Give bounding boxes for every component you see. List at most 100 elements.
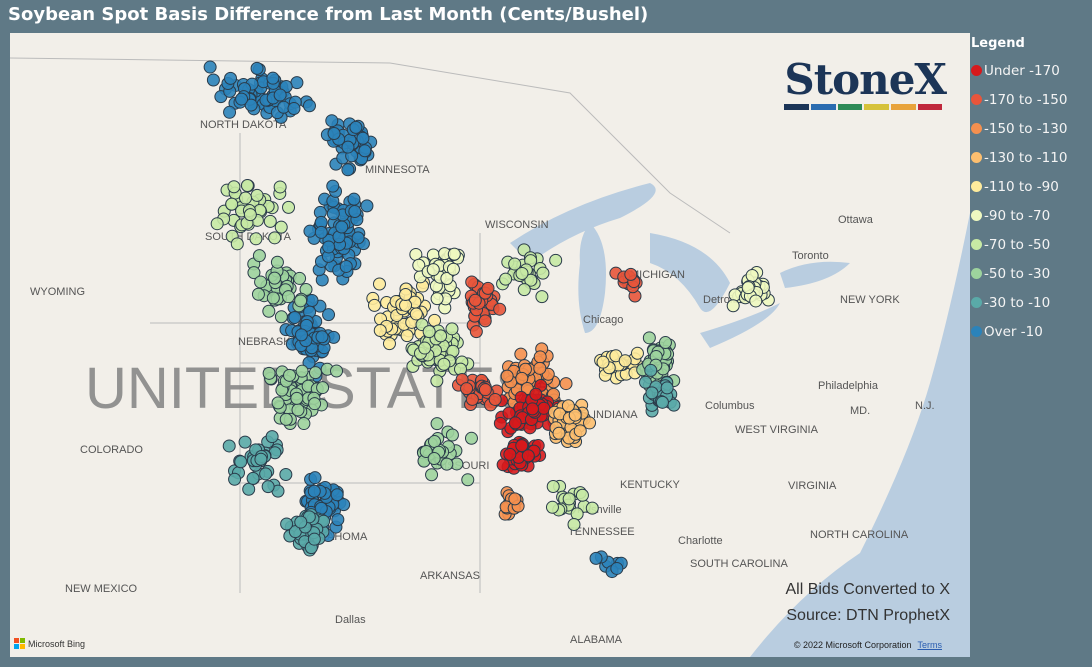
bid-location-point[interactable]	[294, 294, 308, 308]
bid-location-point[interactable]	[596, 355, 610, 369]
bid-location-point[interactable]	[322, 308, 336, 322]
bid-location-point[interactable]	[283, 368, 297, 382]
bid-location-point[interactable]	[230, 237, 244, 251]
bid-location-point[interactable]	[493, 302, 507, 316]
bid-location-point[interactable]	[549, 253, 563, 267]
bid-location-point[interactable]	[536, 266, 550, 280]
bid-location-point[interactable]	[250, 61, 264, 75]
bid-location-point[interactable]	[496, 458, 510, 472]
bid-location-point[interactable]	[655, 395, 669, 409]
bid-location-point[interactable]	[315, 330, 329, 344]
bid-location-point[interactable]	[412, 258, 426, 272]
bid-location-point[interactable]	[243, 208, 257, 222]
bid-location-point[interactable]	[244, 98, 258, 112]
bid-location-point[interactable]	[481, 281, 495, 295]
bid-location-point[interactable]	[291, 403, 305, 417]
bid-location-point[interactable]	[440, 271, 454, 285]
bid-location-point[interactable]	[372, 277, 386, 291]
bid-location-point[interactable]	[281, 290, 295, 304]
bid-location-point[interactable]	[326, 179, 340, 193]
legend-item[interactable]: -50 to -30	[971, 259, 1067, 288]
bid-location-point[interactable]	[573, 424, 587, 438]
bid-location-point[interactable]	[351, 231, 365, 245]
bid-location-point[interactable]	[327, 127, 341, 141]
bid-location-point[interactable]	[303, 224, 317, 238]
bid-location-point[interactable]	[222, 439, 236, 453]
bid-location-point[interactable]	[373, 323, 387, 337]
bid-location-point[interactable]	[210, 217, 224, 231]
bid-location-point[interactable]	[268, 271, 282, 285]
bid-location-point[interactable]	[508, 492, 522, 506]
bid-location-point[interactable]	[238, 435, 252, 449]
bid-location-point[interactable]	[235, 92, 249, 106]
bid-location-point[interactable]	[341, 163, 355, 177]
bid-location-point[interactable]	[545, 500, 559, 514]
bid-location-point[interactable]	[645, 386, 659, 400]
bid-location-point[interactable]	[546, 480, 560, 494]
bid-location-point[interactable]	[225, 197, 239, 211]
bid-location-point[interactable]	[246, 471, 260, 485]
bid-location-point[interactable]	[521, 449, 535, 463]
bid-location-point[interactable]	[465, 275, 479, 289]
legend-item[interactable]: Over -10	[971, 317, 1067, 346]
bid-location-point[interactable]	[316, 381, 330, 395]
bid-location-point[interactable]	[360, 199, 374, 213]
bid-location-point[interactable]	[515, 371, 529, 385]
bid-location-point[interactable]	[461, 473, 475, 487]
bid-location-point[interactable]	[348, 205, 362, 219]
bid-location-point[interactable]	[271, 396, 285, 410]
bid-location-point[interactable]	[274, 220, 288, 234]
bid-location-point[interactable]	[460, 382, 474, 396]
data-points[interactable]	[203, 60, 775, 579]
bid-location-point[interactable]	[618, 354, 632, 368]
legend-item[interactable]: -70 to -50	[971, 230, 1067, 259]
bid-location-point[interactable]	[279, 412, 293, 426]
bid-location-point[interactable]	[206, 73, 220, 87]
bid-location-point[interactable]	[561, 399, 575, 413]
bid-location-point[interactable]	[427, 451, 441, 465]
bid-location-point[interactable]	[559, 377, 573, 391]
bid-location-point[interactable]	[514, 347, 528, 361]
legend-item[interactable]: -130 to -110	[971, 143, 1067, 172]
bid-location-point[interactable]	[251, 287, 265, 301]
bid-location-point[interactable]	[562, 492, 576, 506]
bid-location-point[interactable]	[263, 214, 277, 228]
bid-location-point[interactable]	[261, 480, 275, 494]
bid-location-point[interactable]	[589, 551, 603, 565]
bid-location-point[interactable]	[465, 392, 479, 406]
bid-location-point[interactable]	[430, 374, 444, 388]
bid-location-point[interactable]	[242, 482, 256, 496]
bid-location-point[interactable]	[335, 220, 349, 234]
bid-location-point[interactable]	[517, 283, 531, 297]
bid-location-point[interactable]	[325, 114, 339, 128]
bid-location-point[interactable]	[445, 322, 459, 336]
bid-location-point[interactable]	[399, 298, 413, 312]
bid-location-point[interactable]	[658, 336, 672, 350]
bid-location-point[interactable]	[503, 447, 517, 461]
bid-location-point[interactable]	[409, 307, 423, 321]
bid-location-point[interactable]	[399, 287, 413, 301]
bid-location-point[interactable]	[266, 71, 280, 85]
bid-location-point[interactable]	[568, 408, 582, 422]
bid-location-point[interactable]	[307, 484, 321, 498]
bid-location-point[interactable]	[468, 293, 482, 307]
bid-location-point[interactable]	[294, 328, 308, 342]
bid-location-point[interactable]	[341, 140, 355, 154]
bid-location-point[interactable]	[644, 363, 658, 377]
bid-location-point[interactable]	[290, 76, 304, 90]
bid-location-point[interactable]	[575, 488, 589, 502]
bid-location-point[interactable]	[294, 515, 308, 529]
bid-location-point[interactable]	[268, 231, 282, 245]
bid-location-point[interactable]	[330, 364, 344, 378]
bid-location-point[interactable]	[282, 200, 296, 214]
legend-item[interactable]: -30 to -10	[971, 288, 1067, 317]
bid-location-point[interactable]	[274, 310, 288, 324]
bid-location-point[interactable]	[567, 517, 581, 531]
bid-location-point[interactable]	[302, 99, 316, 113]
bid-location-point[interactable]	[610, 561, 624, 575]
bid-location-point[interactable]	[347, 192, 361, 206]
bid-location-point[interactable]	[430, 292, 444, 306]
bid-location-point[interactable]	[749, 294, 763, 308]
bid-location-point[interactable]	[308, 471, 322, 485]
